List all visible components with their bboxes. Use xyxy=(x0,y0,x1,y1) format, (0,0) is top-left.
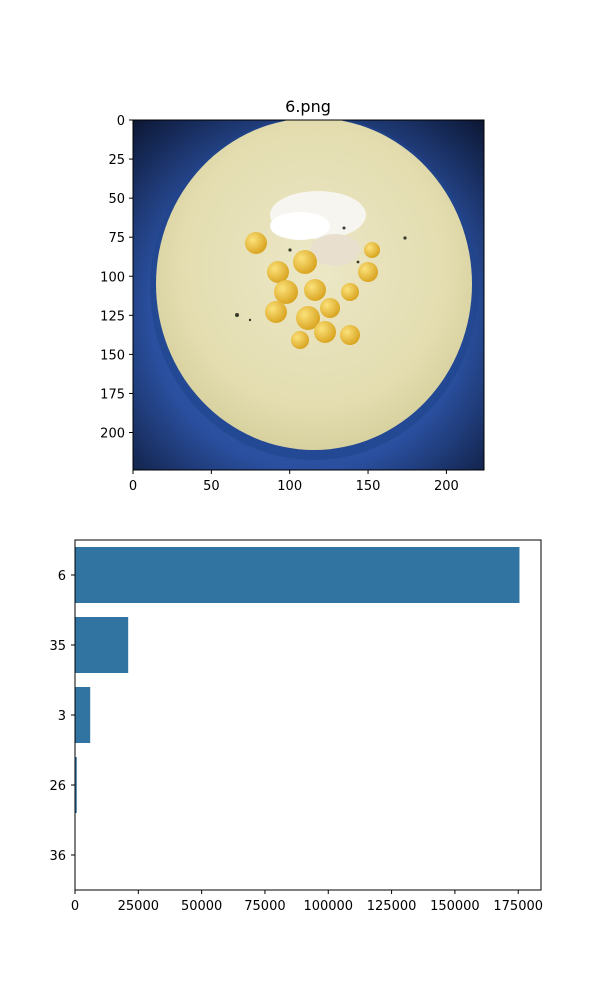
bar-6 xyxy=(75,547,520,603)
y-tick-label: 125 xyxy=(100,309,125,324)
y-tick-label: 75 xyxy=(108,231,125,246)
x-tick-label: 100 xyxy=(277,479,302,494)
bar-chart-panel: 6 35 3 26 36 0 25000 50000 75000 100000 125000 150… xyxy=(49,539,543,914)
bar-35 xyxy=(75,617,129,673)
bar-series xyxy=(75,547,520,883)
image-title: 6.png xyxy=(285,97,331,116)
y-tick-label: 50 xyxy=(108,192,125,207)
category-label: 26 xyxy=(49,779,66,794)
bar-y-axis: 6 35 3 26 36 xyxy=(49,569,75,864)
x-tick-label: 100000 xyxy=(303,899,353,914)
y-tick-label: 175 xyxy=(100,387,125,402)
x-tick-label: 150 xyxy=(356,479,381,494)
y-tick-label: 0 xyxy=(117,114,125,129)
bar-x-axis: 0 25000 50000 75000 100000 125000 150000 175000 xyxy=(71,890,543,914)
x-tick-label: 175000 xyxy=(493,899,543,914)
y-tick-label: 100 xyxy=(100,270,125,285)
y-tick-label: 150 xyxy=(100,348,125,363)
image-panel: 6.png xyxy=(100,97,485,494)
x-tick-label: 0 xyxy=(71,899,79,914)
category-label: 36 xyxy=(49,849,66,864)
x-tick-label: 150000 xyxy=(430,899,480,914)
bar-26 xyxy=(75,757,77,813)
y-tick-label: 200 xyxy=(100,427,125,442)
y-tick-label: 25 xyxy=(108,153,125,168)
x-tick-label: 75000 xyxy=(244,899,285,914)
category-label: 6 xyxy=(58,569,66,584)
category-label: 3 xyxy=(58,709,66,724)
food-image xyxy=(132,119,485,471)
image-x-axis: 0 50 100 150 200 xyxy=(129,470,459,494)
x-tick-label: 50000 xyxy=(181,899,222,914)
x-tick-label: 125000 xyxy=(367,899,417,914)
x-tick-label: 25000 xyxy=(118,899,159,914)
category-label: 35 xyxy=(49,639,66,654)
x-tick-label: 50 xyxy=(203,479,220,494)
bar-3 xyxy=(75,687,91,743)
image-y-axis: 0 25 50 75 100 125 150 175 200 xyxy=(100,114,133,442)
x-tick-label: 0 xyxy=(129,479,137,494)
x-tick-label: 200 xyxy=(434,479,459,494)
